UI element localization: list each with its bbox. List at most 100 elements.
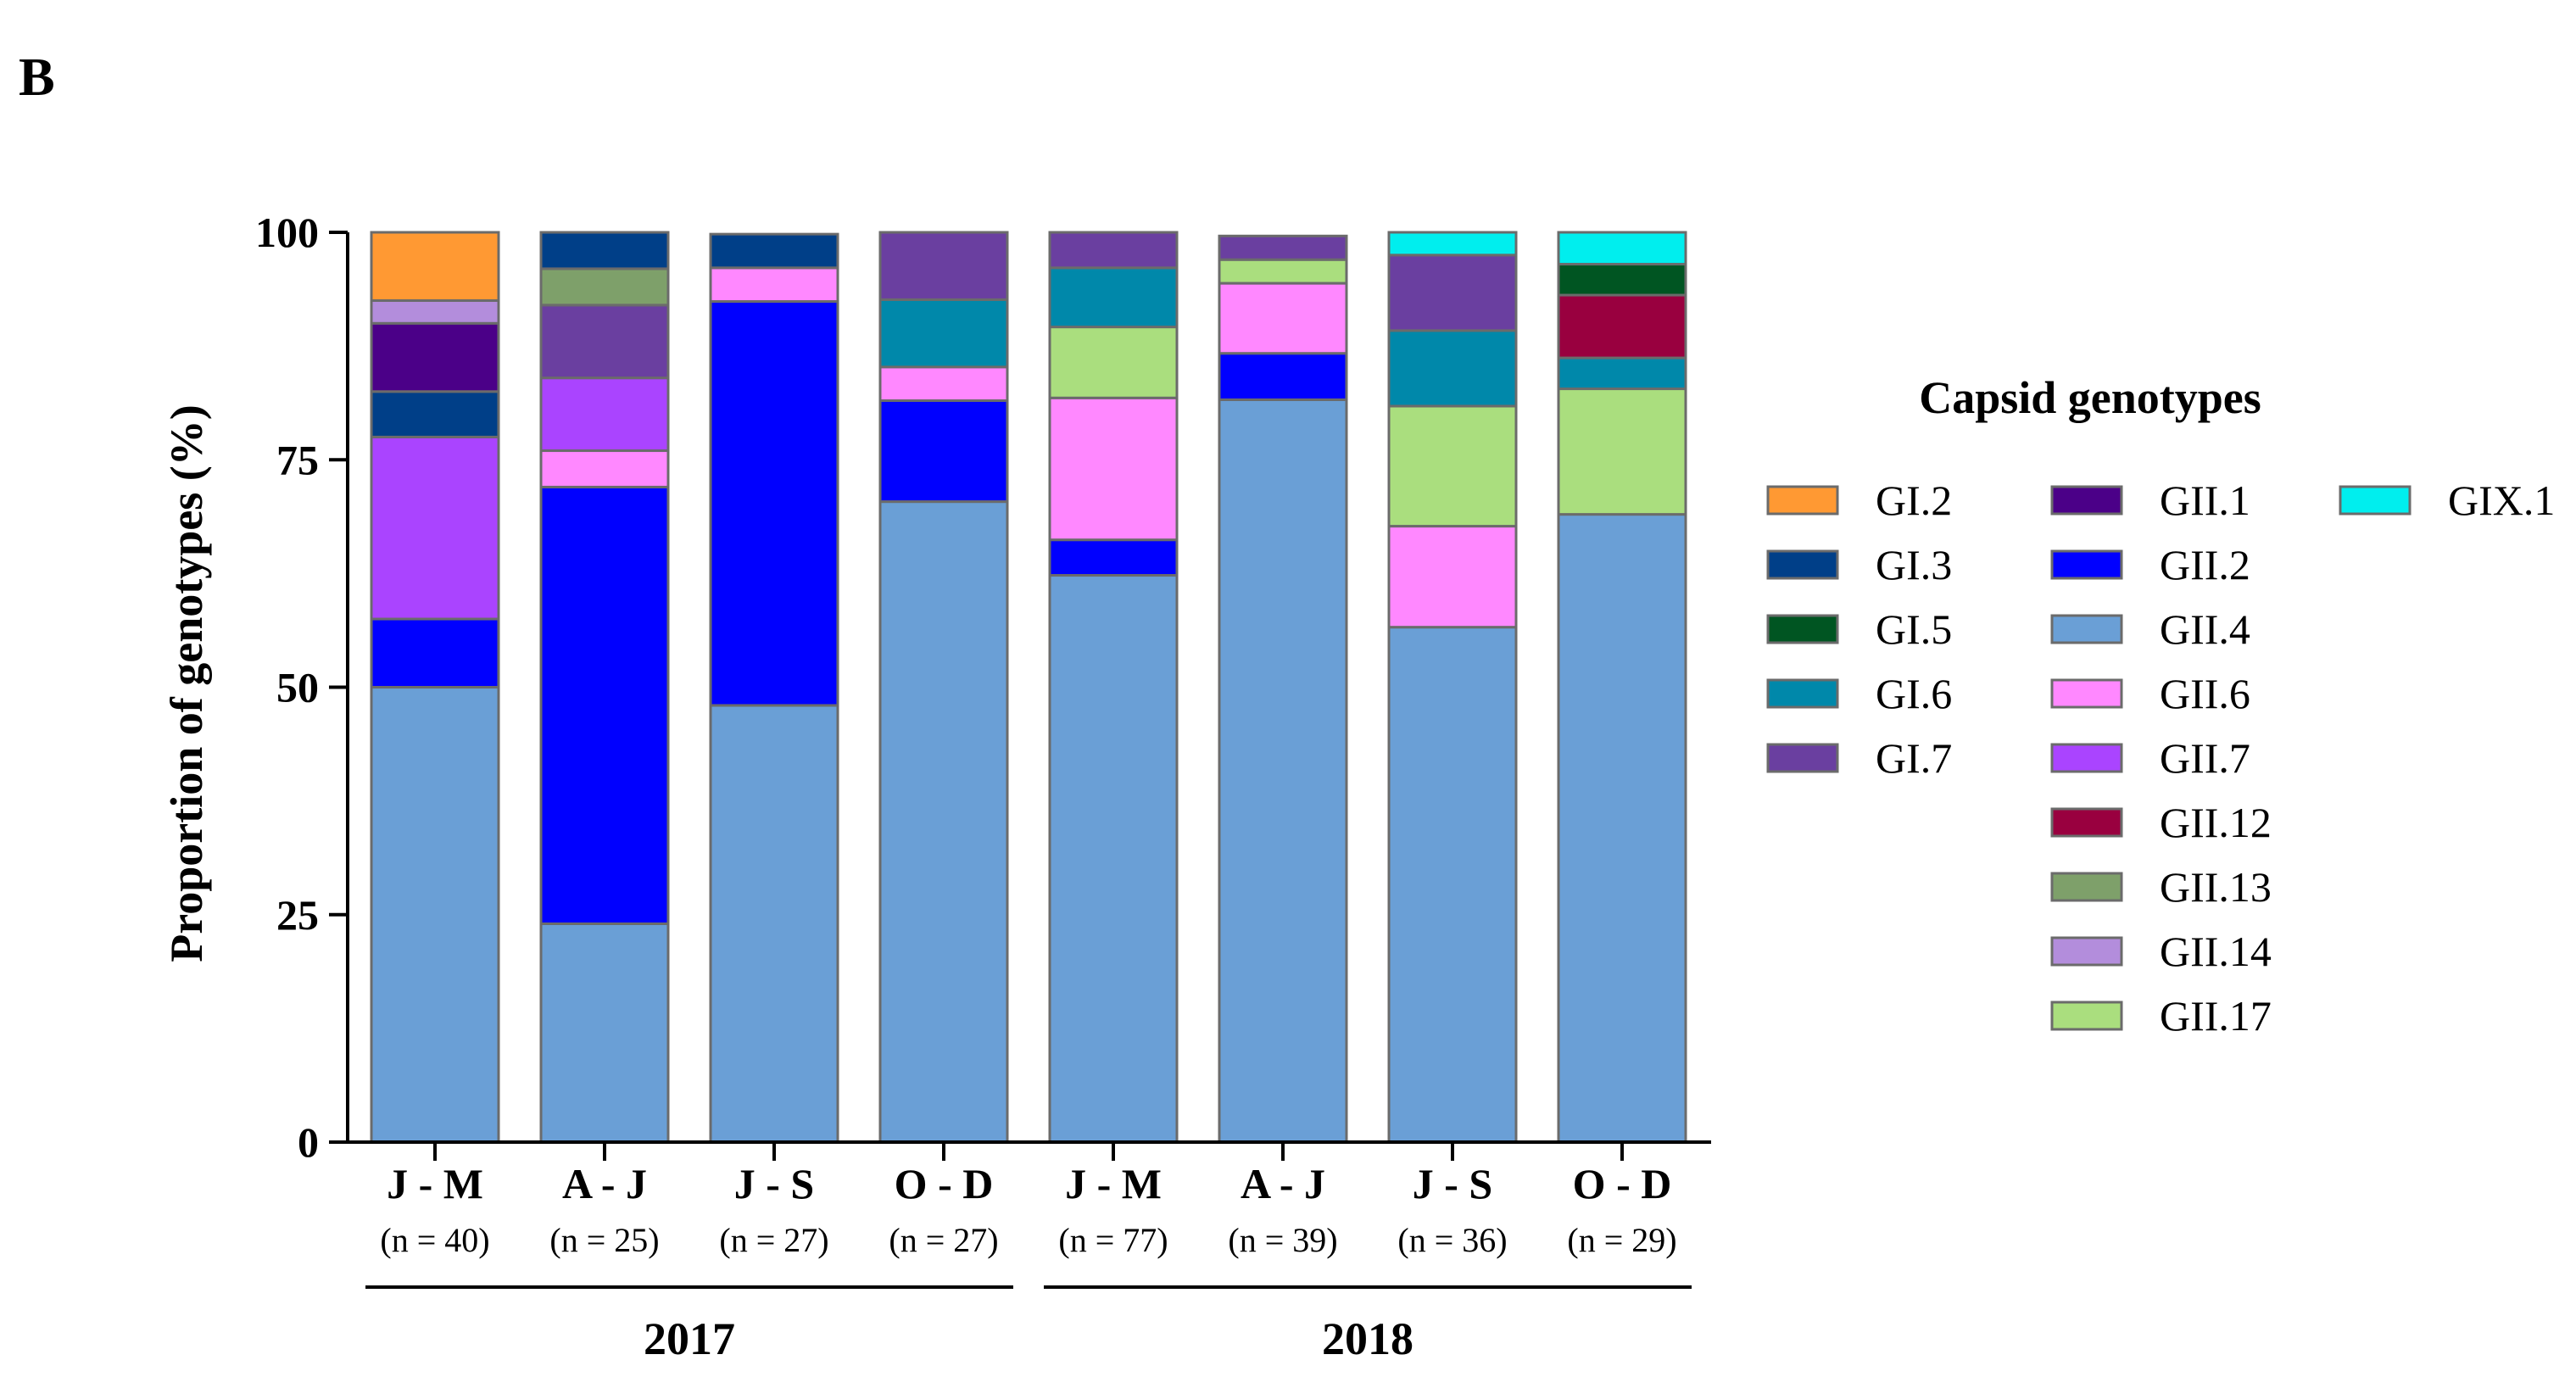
bar-segment-gii-12-col-8 [1557, 293, 1687, 360]
bar-segment-gii-17-col-8 [1557, 387, 1687, 516]
bar-segment-gix-1-col-8 [1557, 231, 1687, 266]
sample-size-label-1: (n = 40) [380, 1221, 489, 1259]
x-tick-label-8: O - D [1573, 1160, 1672, 1207]
bar-segment-gi-7-col-5 [1048, 231, 1179, 270]
sample-size-label-5: (n = 77) [1058, 1221, 1168, 1259]
bar-segment-gix-1-col-7 [1387, 231, 1518, 257]
x-tick-label-2: A - J [562, 1160, 647, 1207]
y-tick-label-75: 75 [276, 436, 319, 483]
bar-segment-gii-4-col-1 [370, 686, 500, 1144]
legend-label-gii-4: GII.4 [2160, 605, 2250, 653]
bar-segment-gi-5-col-8 [1557, 263, 1687, 297]
bar-segment-gii-7-col-1 [370, 435, 500, 621]
group-label-2017: 2017 [644, 1313, 735, 1364]
y-axis-title: Proportion of genotypes (%) [161, 404, 212, 962]
bar-segment-gii-6-col-7 [1387, 525, 1518, 629]
legend-swatch-gii-13 [2050, 872, 2123, 902]
legend-swatch-gii-12 [2050, 807, 2123, 838]
bar-segment-gii-4-col-4 [878, 500, 1009, 1144]
x-tick-label-3: J - S [734, 1160, 814, 1207]
bar-segment-gii-4-col-2 [539, 922, 670, 1144]
legend-label-gix-1: GIX.1 [2448, 477, 2555, 524]
y-tick-label-25: 25 [276, 891, 319, 939]
bar-segment-gii-4-col-3 [709, 704, 839, 1144]
bar-segment-gii-4-col-7 [1387, 626, 1518, 1144]
bar-segment-gi-6-col-7 [1387, 329, 1518, 408]
panel-label: B [19, 47, 55, 107]
sample-size-label-3: (n = 27) [719, 1221, 828, 1259]
legend-label-gii-14: GII.14 [2160, 928, 2272, 975]
sample-size-label-4: (n = 27) [889, 1221, 998, 1259]
bar-segment-gii-17-col-7 [1387, 404, 1518, 528]
legend-swatch-gii-17 [2050, 1001, 2123, 1031]
x-tick-label-6: A - J [1241, 1160, 1325, 1207]
x-tick-label-5: J - M [1065, 1160, 1162, 1207]
bar-segment-gii-2-col-4 [878, 399, 1009, 504]
bar-segment-gii-2-col-6 [1218, 352, 1348, 401]
legend-swatch-gi-5 [1766, 614, 1839, 644]
sample-size-label-8: (n = 29) [1567, 1221, 1676, 1259]
legend-label-gii-7: GII.7 [2160, 734, 2250, 782]
bars-group [370, 231, 1687, 1144]
legend-label-gi-6: GI.6 [1876, 670, 1952, 717]
legend-swatch-gi-7 [1766, 743, 1839, 773]
legend-label-gii-12: GII.12 [2160, 799, 2272, 846]
x-tick-label-1: J - M [387, 1160, 483, 1207]
bar-segment-gii-6-col-6 [1218, 282, 1348, 355]
bar-segment-gii-2-col-5 [1048, 538, 1179, 577]
bar-segment-gii-2-col-1 [370, 617, 500, 689]
bar-segment-gi-7-col-2 [539, 304, 670, 380]
x-tick-label-7: J - S [1413, 1160, 1492, 1207]
group-label-2018: 2018 [1322, 1313, 1413, 1364]
legend-title: Capsid genotypes [1919, 372, 2261, 423]
bar-segment-gi-2-col-1 [370, 231, 500, 302]
y-tick-label-0: 0 [298, 1118, 319, 1166]
legend-swatch-gix-1 [2339, 485, 2412, 516]
bar-segment-gii-2-col-3 [709, 300, 839, 707]
bar-segment-gii-6-col-4 [878, 365, 1009, 403]
bar-segment-gi-6-col-4 [878, 298, 1009, 369]
legend-swatch-gii-1 [2050, 485, 2123, 516]
legend-label-gii-13: GII.13 [2160, 863, 2272, 911]
legend-swatch-gii-6 [2050, 678, 2123, 709]
legend-label-gi-7: GI.7 [1876, 734, 1952, 782]
bar-segment-gii-2-col-2 [539, 485, 670, 925]
bar-segment-gii-17-col-5 [1048, 326, 1179, 399]
bar-segment-gii-6-col-3 [709, 266, 839, 304]
y-tick-label-50: 50 [276, 664, 319, 711]
y-tick-label-100: 100 [255, 209, 319, 256]
legend-swatch-gii-4 [2050, 614, 2123, 644]
bar-segment-gii-17-col-6 [1218, 258, 1348, 285]
bar-segment-gii-4-col-6 [1218, 398, 1348, 1144]
bar-segment-gi-7-col-4 [878, 231, 1009, 301]
legend-label-gi-2: GI.2 [1876, 477, 1952, 524]
bar-segment-gi-6-col-5 [1048, 266, 1179, 329]
x-tick-label-4: O - D [895, 1160, 994, 1207]
bar-segment-gii-4-col-8 [1557, 513, 1687, 1144]
bar-segment-gi-3-col-3 [709, 232, 839, 270]
legend-swatch-gi-3 [1766, 549, 1839, 580]
bar-segment-gi-7-col-7 [1387, 254, 1518, 332]
legend-swatch-gi-6 [1766, 678, 1839, 709]
bar-segment-gii-6-col-5 [1048, 396, 1179, 542]
legend-swatch-gii-7 [2050, 743, 2123, 773]
bar-segment-gii-14-col-1 [370, 298, 500, 325]
bar-segment-gii-6-col-2 [539, 449, 670, 488]
bar-segment-gii-7-col-2 [539, 376, 670, 453]
bar-segment-gii-13-col-2 [539, 267, 670, 307]
legend-label-gi-5: GI.5 [1876, 605, 1952, 653]
axes-group: 0 25 50 75 100 J - M (n = 40) A - J (n = 25) J - … [255, 209, 1711, 1364]
legend-label-gi-3: GI.3 [1876, 541, 1952, 588]
legend-label-gii-1: GII.1 [2160, 477, 2250, 524]
legend: Capsid genotypes GI.2 GI.3 GI.5 GI.6 GI.7 GII… [1766, 372, 2555, 1040]
bar-segment-gi-3-col-1 [370, 390, 500, 438]
legend-swatch-gii-14 [2050, 936, 2123, 967]
bar-segment-gii-1-col-1 [370, 321, 500, 393]
sample-size-label-7: (n = 36) [1397, 1221, 1507, 1259]
bar-segment-gi-6-col-8 [1557, 356, 1687, 391]
sample-size-label-2: (n = 25) [549, 1221, 659, 1259]
legend-label-gii-17: GII.17 [2160, 992, 2272, 1040]
bar-segment-gi-3-col-2 [539, 231, 670, 270]
bar-segment-gii-4-col-5 [1048, 574, 1179, 1144]
